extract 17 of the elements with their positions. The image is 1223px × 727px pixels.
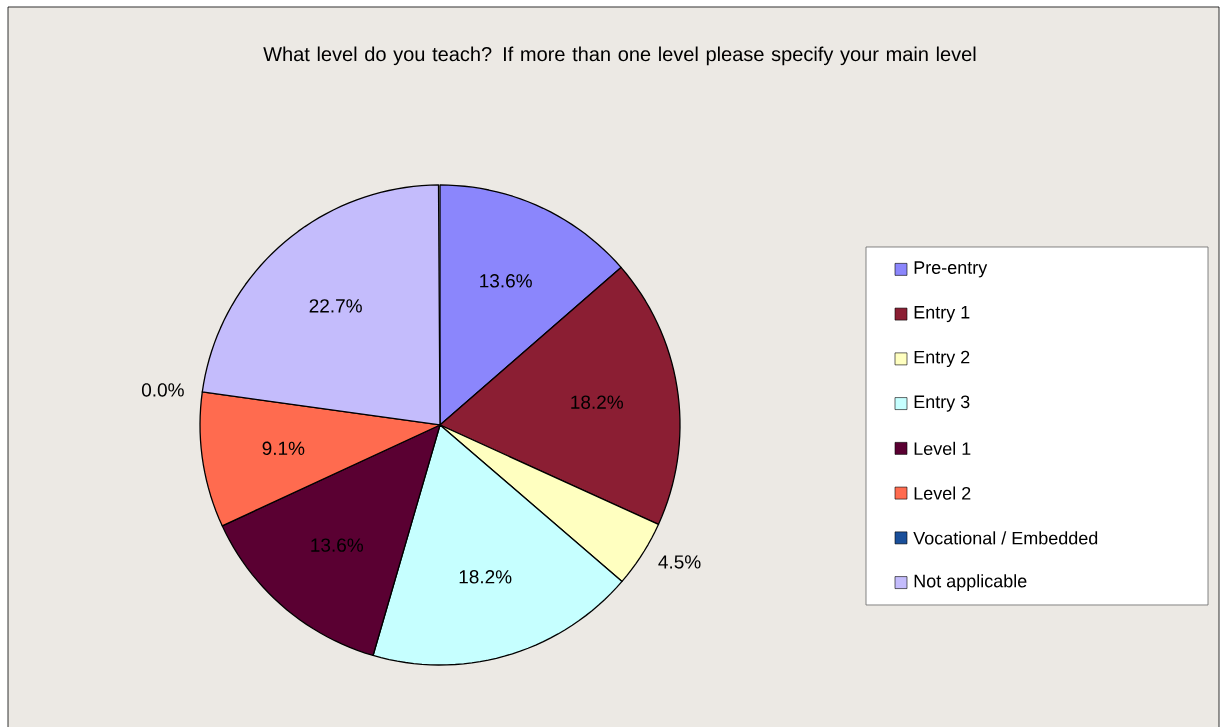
data-label: 9.1% [262,441,305,456]
legend-label: Entry 3 [914,395,970,412]
data-label: 22.7% [309,299,362,313]
data-label: 13.6% [311,538,364,552]
chart-title: What level do you teach? If more than one level please specify your main level [263,46,976,66]
data-label: 4.5% [658,555,701,569]
text: 0.0% [141,383,184,397]
legend-label: Level 2 [914,486,971,500]
legend-label: Vocational / Embedded [913,531,1098,545]
legend-label: Entry 2 [914,350,970,368]
legend-label: Not applicable [914,574,1027,591]
legend-label: Pre-entry [914,261,988,278]
data-label: 18.2% [571,395,624,409]
legend-label: Entry 1 [914,306,970,323]
data-label: 13.6% [480,274,532,288]
data-label: 18.2% [459,570,512,584]
legend-label: Level 1 [914,441,971,455]
